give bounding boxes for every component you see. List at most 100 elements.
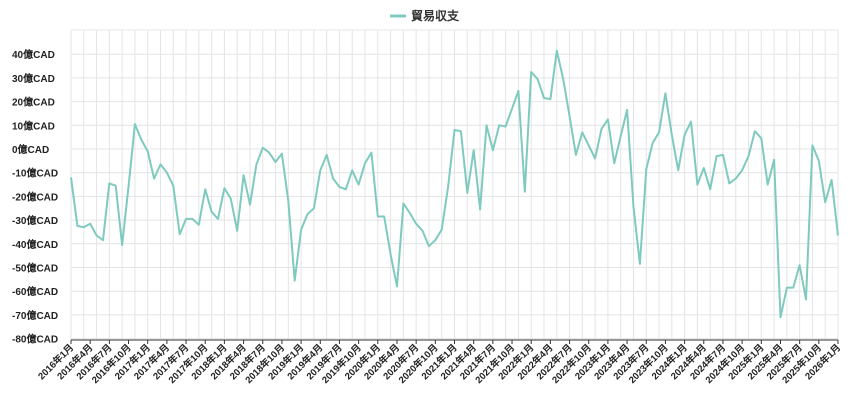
data-point[interactable] — [503, 124, 508, 129]
data-point[interactable] — [247, 202, 252, 207]
data-point[interactable] — [484, 123, 489, 128]
series-line-trade-balance[interactable] — [70, 49, 839, 319]
data-point[interactable] — [292, 278, 297, 283]
data-point[interactable] — [599, 126, 604, 131]
data-point[interactable] — [823, 200, 828, 205]
data-point[interactable] — [708, 187, 713, 192]
data-point[interactable] — [420, 228, 425, 233]
data-point[interactable] — [669, 132, 674, 137]
data-point[interactable] — [305, 212, 310, 217]
data-point[interactable] — [81, 225, 86, 230]
data-point[interactable] — [228, 196, 233, 201]
data-point[interactable] — [720, 152, 725, 157]
data-point[interactable] — [113, 183, 118, 188]
data-point[interactable] — [778, 315, 783, 320]
data-point[interactable] — [586, 143, 591, 148]
data-point[interactable] — [510, 106, 515, 111]
data-point[interactable] — [235, 228, 240, 233]
data-point[interactable] — [497, 123, 502, 128]
data-point[interactable] — [772, 157, 777, 162]
data-point[interactable] — [324, 152, 329, 157]
data-point[interactable] — [343, 187, 348, 192]
data-point[interactable] — [267, 150, 272, 155]
data-point[interactable] — [164, 170, 169, 175]
data-point[interactable] — [657, 130, 662, 135]
data-point[interactable] — [433, 238, 438, 243]
data-point[interactable] — [746, 154, 751, 159]
data-point[interactable] — [752, 129, 757, 134]
data-point[interactable] — [279, 151, 284, 156]
data-point[interactable] — [478, 207, 483, 212]
data-point[interactable] — [695, 182, 700, 187]
data-point[interactable] — [69, 175, 74, 180]
data-point[interactable] — [356, 182, 361, 187]
data-point[interactable] — [426, 244, 431, 249]
data-point[interactable] — [784, 285, 789, 290]
data-point[interactable] — [388, 252, 393, 257]
data-point[interactable] — [216, 216, 221, 221]
data-point[interactable] — [605, 117, 610, 122]
data-point[interactable] — [196, 222, 201, 227]
data-point[interactable] — [107, 181, 112, 186]
data-point[interactable] — [414, 221, 419, 226]
data-point[interactable] — [682, 132, 687, 137]
data-point[interactable] — [126, 184, 131, 189]
data-point[interactable] — [701, 165, 706, 170]
data-point[interactable] — [522, 189, 527, 194]
data-point[interactable] — [439, 227, 444, 232]
series-trade-balance[interactable] — [69, 48, 841, 320]
data-point[interactable] — [394, 284, 399, 289]
data-point[interactable] — [765, 182, 770, 187]
data-point[interactable] — [184, 216, 189, 221]
data-point[interactable] — [567, 113, 572, 118]
data-point[interactable] — [612, 161, 617, 166]
data-point[interactable] — [190, 216, 195, 221]
data-point[interactable] — [177, 232, 182, 237]
data-point[interactable] — [644, 167, 649, 172]
data-point[interactable] — [836, 233, 841, 238]
data-point[interactable] — [637, 261, 642, 266]
data-point[interactable] — [94, 233, 99, 238]
data-point[interactable] — [714, 154, 719, 159]
data-point[interactable] — [804, 297, 809, 302]
data-point[interactable] — [458, 129, 463, 134]
data-point[interactable] — [663, 91, 668, 96]
data-point[interactable] — [816, 158, 821, 163]
data-point[interactable] — [446, 184, 451, 189]
data-point[interactable] — [132, 122, 137, 127]
data-point[interactable] — [120, 242, 125, 247]
data-point[interactable] — [548, 97, 553, 102]
data-point[interactable] — [452, 128, 457, 133]
data-point[interactable] — [254, 162, 259, 167]
data-point[interactable] — [625, 107, 630, 112]
data-point[interactable] — [650, 141, 655, 146]
data-point[interactable] — [573, 152, 578, 157]
data-point[interactable] — [490, 148, 495, 153]
data-point[interactable] — [260, 145, 265, 150]
data-point[interactable] — [759, 136, 764, 141]
data-point[interactable] — [740, 168, 745, 173]
data-point[interactable] — [139, 137, 144, 142]
data-point[interactable] — [350, 168, 355, 173]
data-point[interactable] — [203, 187, 208, 192]
data-point[interactable] — [222, 186, 227, 191]
data-point[interactable] — [791, 285, 796, 290]
data-point[interactable] — [471, 148, 476, 153]
data-point[interactable] — [407, 210, 412, 215]
data-point[interactable] — [299, 227, 304, 232]
data-point[interactable] — [286, 199, 291, 204]
data-point[interactable] — [529, 69, 534, 74]
data-point[interactable] — [209, 209, 214, 214]
legend[interactable]: 貿易収支 — [390, 8, 460, 23]
data-point[interactable] — [676, 168, 681, 173]
data-point[interactable] — [618, 133, 623, 138]
data-point[interactable] — [145, 149, 150, 154]
data-point[interactable] — [810, 143, 815, 148]
data-point[interactable] — [158, 162, 163, 167]
data-point[interactable] — [580, 130, 585, 135]
data-point[interactable] — [631, 205, 636, 210]
data-point[interactable] — [337, 184, 342, 189]
data-point[interactable] — [465, 190, 470, 195]
data-point[interactable] — [733, 176, 738, 181]
data-point[interactable] — [797, 263, 802, 268]
